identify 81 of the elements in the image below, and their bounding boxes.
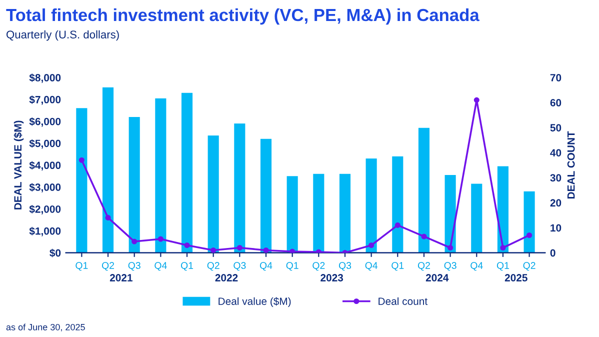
point xyxy=(263,247,269,253)
bar xyxy=(418,128,430,253)
bar xyxy=(260,138,272,253)
bar xyxy=(524,191,535,253)
bar xyxy=(128,116,140,253)
point xyxy=(394,222,400,228)
legend-label: Deal count xyxy=(378,297,428,305)
point xyxy=(78,157,84,163)
bar xyxy=(181,92,193,253)
point xyxy=(105,214,111,220)
bar xyxy=(208,136,219,253)
x-tick-label: Q1 xyxy=(76,262,88,271)
x-tick-label: Q3 xyxy=(128,262,140,271)
bar xyxy=(76,108,88,253)
point xyxy=(290,248,296,253)
x-tick-label: Q4 xyxy=(365,262,378,271)
text: 2024 xyxy=(426,274,449,282)
x-tick-label: Q4 xyxy=(470,262,483,271)
point xyxy=(158,236,164,242)
x-tick-label: Q1 xyxy=(392,262,404,271)
y2-tick-label: 40 xyxy=(550,149,562,156)
text: 2022 xyxy=(215,274,238,282)
x-tick-label: Q3 xyxy=(234,262,246,271)
bar xyxy=(102,87,114,253)
x-tick-label: Q4 xyxy=(260,262,272,271)
point xyxy=(500,244,506,251)
bar xyxy=(392,156,404,253)
y-tick-label: $3,000 xyxy=(29,183,61,192)
y2-tick-label: 30 xyxy=(550,174,562,182)
bar xyxy=(155,98,166,253)
x-tick-label: Q2 xyxy=(312,262,325,271)
y2-tick-label: 70 xyxy=(550,74,562,82)
y-tick-label: $8,000 xyxy=(29,74,61,83)
y-axis-title: DEAL VALUE ($M) xyxy=(14,120,24,210)
point xyxy=(184,242,190,248)
y2-tick-label: 0 xyxy=(550,249,556,257)
point xyxy=(368,242,374,248)
y2-tick-label: 50 xyxy=(550,124,562,132)
point xyxy=(448,244,454,251)
point xyxy=(474,97,480,103)
x-tick-label: Q2 xyxy=(102,262,114,271)
bar xyxy=(339,174,351,253)
point xyxy=(236,244,242,251)
x-tick-label: Q1 xyxy=(286,262,298,271)
text: 2025 xyxy=(504,274,528,282)
y-tick-label: $0 xyxy=(50,248,61,258)
y2-tick-label: 60 xyxy=(550,99,562,106)
y-tick-label: $4,000 xyxy=(29,161,61,171)
point xyxy=(421,234,427,240)
chart-title: Total fintech investment activity (VC, PE, M&A) in Canada xyxy=(6,8,480,25)
x-tick-label: Q1 xyxy=(496,262,509,271)
bar xyxy=(366,158,377,253)
x-tick-label: Q3 xyxy=(338,262,352,271)
bar xyxy=(313,174,324,253)
bar xyxy=(471,184,482,253)
x-tick-label: Q3 xyxy=(444,262,456,271)
text: 2021 xyxy=(110,274,132,282)
y2-tick-label: 20 xyxy=(550,199,562,207)
y-tick-label: $6,000 xyxy=(29,117,61,127)
y-tick-label: $1,000 xyxy=(29,226,61,236)
x-tick-label: Q2 xyxy=(418,262,430,271)
y-tick-label: $2,000 xyxy=(29,204,61,214)
x-tick-label: Q4 xyxy=(154,262,167,271)
point xyxy=(210,247,216,253)
x-tick-label: Q1 xyxy=(180,262,194,271)
text: 2023 xyxy=(320,274,344,282)
y-tick-label: $7,000 xyxy=(29,95,61,105)
point xyxy=(526,232,532,238)
x-tick-label: Q2 xyxy=(523,262,536,271)
text: as of June 30, 2025 xyxy=(6,324,85,332)
y2-axis-title: DEAL COUNT xyxy=(567,131,575,198)
bar xyxy=(286,176,298,253)
y-tick-label: $5,000 xyxy=(29,139,61,149)
chart-subtitle: Quarterly (U.S. dollars) xyxy=(6,30,119,41)
bar xyxy=(497,166,508,253)
legend-label: Deal value ($M) xyxy=(218,297,291,308)
bar xyxy=(444,174,456,253)
y2-tick-label: 10 xyxy=(550,224,562,232)
x-tick-label: Q2 xyxy=(207,262,220,271)
bar xyxy=(234,124,246,253)
point xyxy=(132,238,138,244)
